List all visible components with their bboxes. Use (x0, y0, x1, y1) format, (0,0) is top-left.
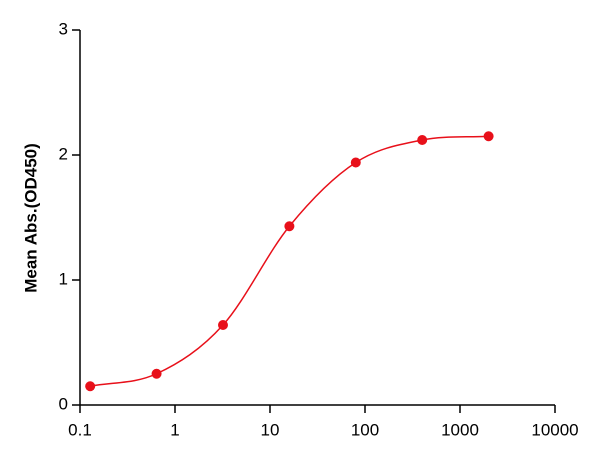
y-tick-label: 3 (59, 19, 68, 38)
data-point (284, 221, 295, 232)
fit-curve (90, 135, 489, 387)
x-tick-label: 10000 (531, 420, 578, 439)
x-tick-label: 100 (351, 420, 379, 439)
x-tick-label: 1 (170, 420, 179, 439)
data-point (483, 131, 494, 142)
y-tick-label: 1 (59, 269, 68, 288)
data-point (350, 157, 361, 168)
data-point (151, 368, 162, 379)
data-point (417, 135, 428, 145)
y-axis-title: Mean Abs.(OD450) (21, 143, 40, 293)
y-tick-label: 2 (59, 144, 68, 163)
x-tick-label: 1000 (441, 420, 479, 439)
y-tick-label: 0 (59, 394, 68, 413)
x-tick-label: 0.1 (68, 420, 92, 439)
data-point (217, 320, 228, 330)
data-point (85, 381, 96, 392)
x-tick-label: 10 (261, 420, 280, 439)
